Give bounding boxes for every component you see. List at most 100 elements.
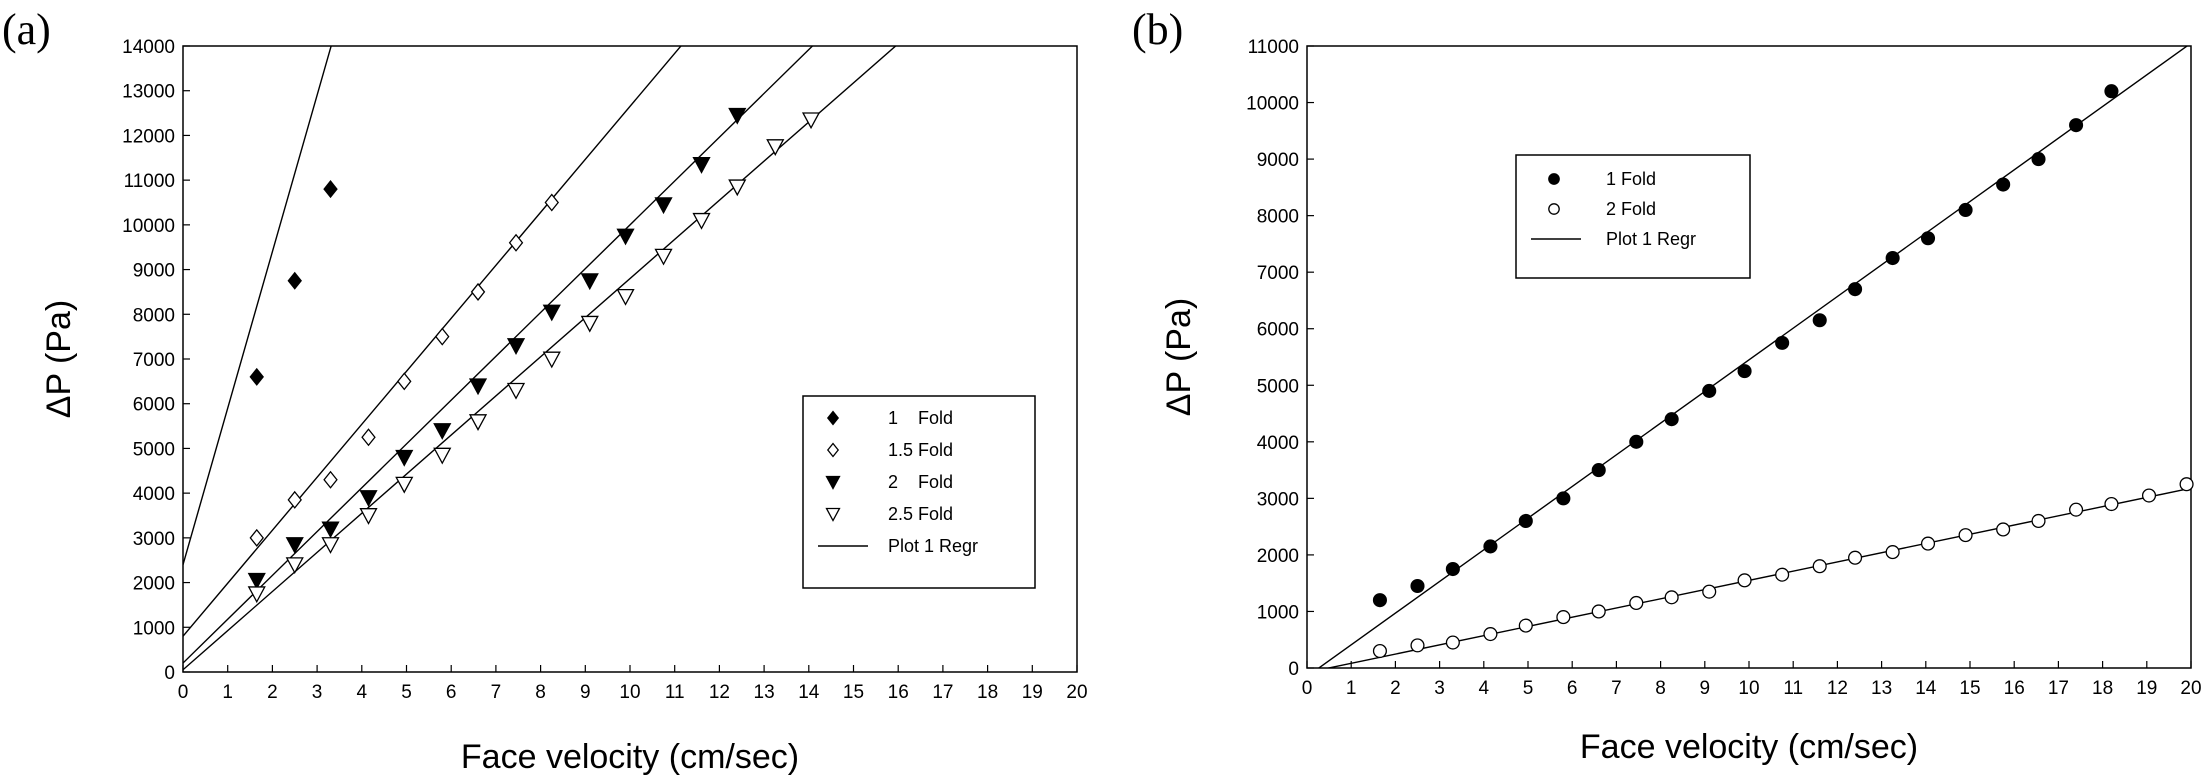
tick-layer-a: 0 1 2 3 4 5 6 7 8 9 10 11 12 13 14 15 16 17 18 19 2001000200… [122, 37, 1087, 703]
legend-label: Plot 1 Regr [1606, 229, 1696, 249]
data-point [468, 414, 488, 431]
data-point [728, 179, 747, 197]
data-point [1410, 578, 1425, 594]
data-point [1958, 528, 1973, 543]
data-point [321, 521, 340, 539]
y-tick-label: 12000 [122, 126, 175, 147]
y-tick-label: 0 [1288, 659, 1299, 680]
y-tick-label: 1000 [1257, 602, 1299, 623]
legend-symbol [1548, 203, 1560, 215]
data-point [1518, 513, 1533, 529]
data-point [395, 449, 414, 467]
x-tick-label: 0 [178, 682, 189, 703]
y-tick-label: 7000 [133, 350, 175, 371]
data-point [1483, 539, 1498, 554]
y-tick-label: 4000 [133, 484, 175, 505]
data-point [1445, 561, 1460, 577]
data-point [506, 382, 526, 400]
data-point [692, 157, 711, 174]
data-point [1996, 177, 2011, 192]
x-tick-label: 13 [754, 682, 775, 703]
data-point [1410, 638, 1425, 653]
legend-label: 2 Fold [888, 472, 953, 492]
x-tick-label: 15 [843, 682, 864, 703]
y-tick-label: 9000 [1257, 150, 1299, 171]
x-tick-label: 8 [535, 682, 546, 703]
y-tick-label: 10000 [122, 216, 175, 237]
x-tick-label: 6 [446, 682, 457, 703]
legend-item-2-5-fold-a: 2.5 Fold [825, 504, 953, 524]
legend-item-regression-a: Plot 1 Regr [818, 536, 978, 556]
data-point [1664, 412, 1679, 427]
data-points-b [1372, 84, 2194, 659]
y-tick-label: 9000 [133, 261, 175, 282]
x-tick-label: 1 [1346, 678, 1357, 699]
x-tick-label: 1 [222, 682, 233, 703]
data-point [435, 327, 450, 346]
x-tick-label: 9 [580, 682, 591, 703]
x-tick-label: 3 [312, 682, 323, 703]
x-tick-label: 3 [1434, 678, 1445, 699]
data-point [1372, 593, 1387, 608]
x-tick-label: 10 [619, 682, 640, 703]
data-point [470, 282, 486, 301]
x-tick-label: 14 [1915, 678, 1937, 699]
data-point [1848, 550, 1863, 565]
legend-box-a [802, 395, 1036, 589]
legend-marker [825, 475, 841, 490]
legend-label: 1.5 Fold [888, 440, 953, 460]
data-point [323, 180, 338, 199]
regression-line [183, 46, 682, 637]
x-axis-title-a: Face velocity (cm/sec) [461, 738, 799, 776]
data-point [542, 351, 561, 369]
y-tick-label: 8000 [1257, 207, 1299, 228]
data-point [1629, 434, 1644, 449]
y-tick-label: 0 [164, 663, 175, 684]
y-tick-label: 10000 [1246, 94, 1299, 115]
x-tick-label: 2 [267, 682, 278, 703]
plot-area-b [1306, 45, 2192, 669]
data-point [2179, 477, 2194, 492]
x-tick-label: 17 [932, 682, 953, 703]
data-point [542, 304, 561, 322]
y-tick-label: 3000 [133, 529, 175, 550]
x-tick-label: 11 [665, 682, 685, 703]
x-tick-label: 13 [1871, 678, 1892, 699]
x-tick-label: 16 [2004, 678, 2025, 699]
x-tick-label: 20 [2180, 678, 2201, 699]
x-tick-label: 9 [1700, 678, 1711, 699]
legend-marker [826, 410, 840, 426]
y-tick-label: 2000 [133, 574, 175, 595]
data-point [433, 447, 452, 465]
x-tick-label: 5 [401, 682, 412, 703]
legend-item-2-fold-b: 2 Fold [1548, 199, 1656, 219]
legend-item-2-fold-a: 2 Fold [825, 472, 953, 492]
data-point [1629, 595, 1644, 611]
x-tick-label: 20 [1066, 682, 1087, 703]
y-tick-label: 2000 [1257, 546, 1299, 567]
y-axis-title-a: ΔP (Pa) [40, 300, 78, 418]
x-tick-label: 10 [1738, 678, 1759, 699]
data-point [1885, 250, 1900, 266]
y-tick-label: 5000 [1257, 376, 1299, 397]
y-tick-label: 4000 [1257, 433, 1299, 454]
data-point [2069, 118, 2084, 133]
data-point [1445, 635, 1460, 650]
legend-label: 2 Fold [1606, 199, 1656, 219]
data-point [249, 367, 264, 386]
data-point [1920, 536, 1936, 551]
y-tick-label: 11000 [124, 171, 175, 192]
x-tick-label: 18 [977, 682, 998, 703]
data-point [1483, 627, 1498, 642]
x-tick-label: 5 [1523, 678, 1534, 699]
legend-marker [1548, 173, 1560, 185]
data-point [247, 572, 266, 590]
y-axis-title-b: ΔP (Pa) [1160, 298, 1198, 416]
data-point [2104, 496, 2119, 512]
data-point [1556, 610, 1571, 625]
data-point [249, 528, 264, 547]
y-tick-label: 13000 [122, 82, 175, 103]
data-point [359, 508, 378, 525]
x-axis-title-b: Face velocity (cm/sec) [1580, 728, 1918, 766]
